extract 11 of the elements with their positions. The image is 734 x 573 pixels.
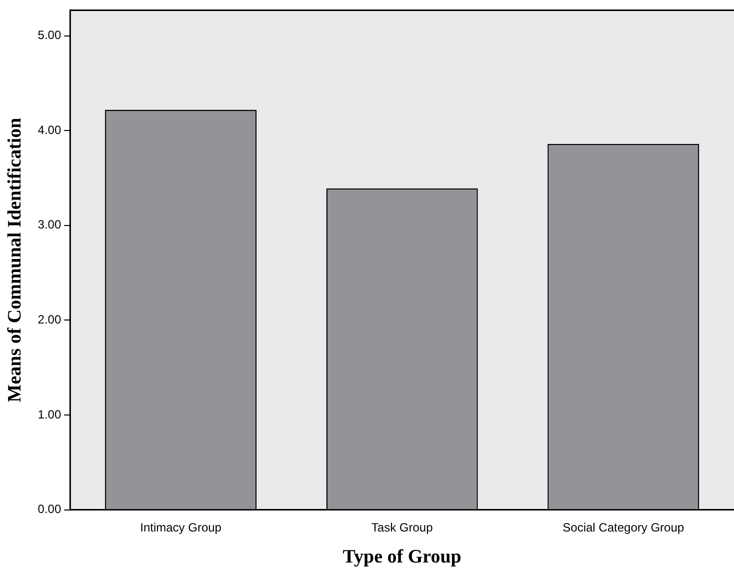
x-tick-label: Intimacy Group xyxy=(140,520,222,534)
x-tick-label: Social Category Group xyxy=(562,520,684,534)
y-tick-label: 5.00 xyxy=(38,28,62,42)
y-tick-label: 2.00 xyxy=(38,312,62,327)
y-tick-label: 4.00 xyxy=(38,122,62,137)
y-tick-label: 1.00 xyxy=(38,407,62,422)
x-axis-title: Type of Group xyxy=(342,546,462,568)
y-axis-title: Means of Communal Identification xyxy=(4,117,26,402)
x-tick-label: Task Group xyxy=(371,520,434,534)
y-tick-label: 0.00 xyxy=(38,502,62,516)
y-tick-label: 3.00 xyxy=(38,218,62,232)
